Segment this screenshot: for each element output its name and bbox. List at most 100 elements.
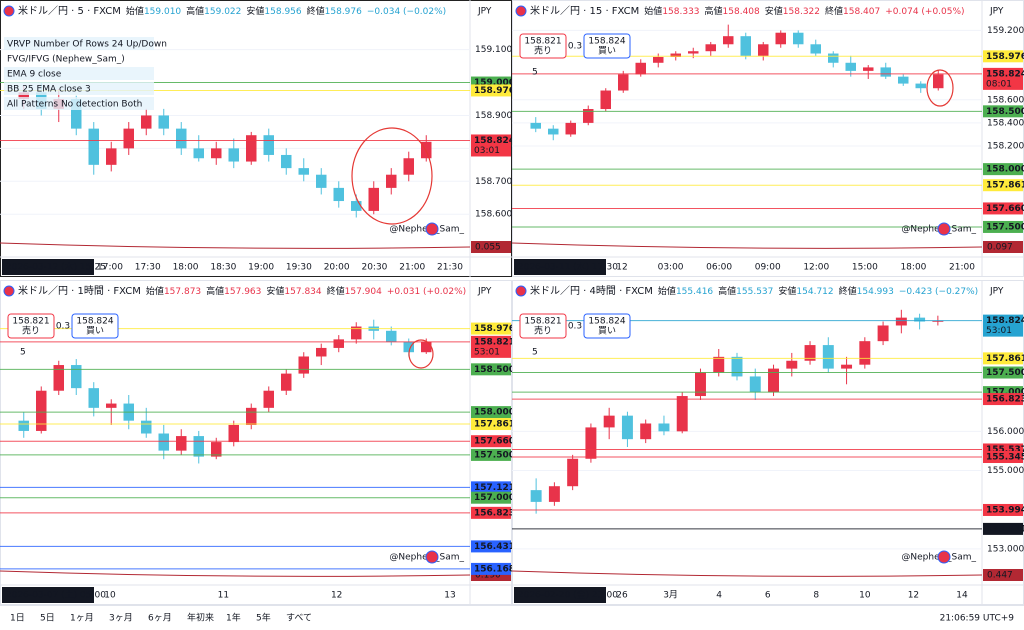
ohlc-key: 高値	[718, 285, 736, 297]
range-button[interactable]: 1ヶ月	[70, 613, 94, 624]
date-box	[514, 587, 606, 603]
candle-body	[158, 433, 169, 451]
candle-body	[583, 109, 594, 123]
level-tag	[983, 163, 1023, 176]
level-tag-label: 159.000	[474, 78, 515, 88]
candle-body	[618, 74, 629, 91]
time-label: 15:00	[852, 263, 878, 273]
level-tag-label: 158.824	[986, 316, 1024, 326]
level-tag-label: 158.821	[474, 337, 515, 347]
price-tick-label: 156.000	[987, 427, 1024, 437]
range-button[interactable]: 6ヶ月	[148, 613, 172, 624]
range-button[interactable]: すべて	[286, 613, 312, 624]
candle-body	[880, 67, 891, 77]
time-label: 12	[331, 591, 342, 601]
ohlc-key: 始値	[658, 285, 676, 297]
sell-button[interactable]	[519, 33, 567, 59]
time-label: 12	[908, 591, 919, 601]
sell-button[interactable]	[519, 313, 567, 339]
level-tag-label: 158.000	[986, 165, 1024, 175]
level-tag-label: 157.121	[474, 483, 515, 493]
range-button[interactable]: 3ヶ月	[109, 613, 133, 624]
level-tag-label: 157.500	[986, 222, 1024, 232]
time-label: 21:30	[437, 263, 463, 273]
level-tag-label: 157.861	[474, 420, 515, 430]
candle-body	[193, 148, 204, 159]
ohlc-value: 158.322	[783, 7, 820, 17]
legend-toggle[interactable]: 5	[532, 68, 538, 78]
ohlc-value: 157.873	[164, 287, 201, 297]
level-tag-label: 158.976	[474, 86, 515, 96]
level-tag-label: 158.976	[986, 52, 1024, 62]
candle-body	[723, 36, 734, 45]
candle-body	[565, 122, 576, 135]
candle-body	[211, 442, 222, 457]
ohlc-value: 155.537	[736, 287, 773, 297]
range-button[interactable]: 1年	[226, 612, 241, 624]
symbol: 米ドル／円 · 4時間 · FXCM	[530, 284, 653, 297]
candle-body	[141, 420, 152, 434]
legend-toggle[interactable]: 5	[532, 348, 538, 358]
candle-body	[123, 128, 134, 149]
range-button[interactable]: 5日	[40, 613, 55, 624]
level-tag	[983, 352, 1023, 365]
range-button[interactable]: 1日	[10, 613, 25, 624]
ohlc-value: 158.408	[723, 7, 760, 17]
level-tag	[471, 418, 511, 431]
currency-label: JPY	[989, 7, 1004, 17]
level-tag-label: 156.823	[474, 508, 515, 518]
candle-body	[863, 67, 874, 71]
time-label: 21:00	[399, 263, 425, 273]
sell-button[interactable]	[7, 313, 55, 339]
header: 米ドル／円 · 4時間 · FXCM 始値155.416 高値155.537 安値15…	[530, 284, 978, 297]
ohlc-value: 159.010	[144, 7, 181, 17]
level-tag	[983, 314, 1023, 337]
level-tag-label: 155.345	[986, 453, 1024, 463]
range-button[interactable]: 年初来	[187, 612, 214, 624]
time-label: 12:00	[803, 263, 829, 273]
buy-button[interactable]	[583, 313, 631, 339]
time-label: 19:00	[248, 263, 274, 273]
time-label: 10	[859, 591, 871, 601]
candle-body	[106, 148, 117, 165]
indicator-bg	[4, 37, 154, 50]
price-tick-label: 158.700	[475, 177, 512, 187]
header-bg	[514, 2, 980, 18]
sell-price: 158.821	[524, 317, 561, 327]
currency-label: JPY	[477, 287, 492, 297]
candle-body	[758, 44, 769, 56]
indicator-bg	[4, 52, 154, 65]
candle-body	[548, 486, 560, 502]
level-tag-label: 157.000	[474, 493, 515, 503]
range-button[interactable]: 5年	[256, 612, 271, 624]
candle-body	[749, 376, 761, 393]
level-tag	[471, 322, 511, 335]
ohlc-value: 158.956	[264, 7, 301, 17]
candle-body	[898, 76, 909, 84]
price-tick-label: 155.000	[987, 466, 1024, 476]
symbol: 米ドル／円 · 5 · FXCM	[18, 4, 121, 17]
spread: 0.3	[56, 322, 70, 332]
level-tag	[983, 179, 1023, 192]
price-tick-label: 158.200	[987, 142, 1024, 152]
ohlc-key: 始値	[146, 285, 164, 297]
legend-toggle[interactable]: 5	[20, 348, 26, 358]
candle-body	[895, 317, 907, 326]
candle-body	[676, 396, 688, 432]
buy-button[interactable]	[71, 313, 119, 339]
time-label: 6	[765, 591, 771, 601]
buy-button[interactable]	[583, 33, 631, 59]
oscillator-line	[511, 570, 983, 577]
ohlc-key: 高値	[206, 285, 224, 297]
ohlc-key: 終値	[839, 285, 857, 297]
level-tag-label: 157.660	[986, 204, 1024, 214]
level-tag	[983, 202, 1023, 215]
header-bg	[514, 282, 980, 298]
time-label: 18:00	[900, 263, 926, 273]
header: 米ドル／円 · 1時間 · FXCM 始値157.873 高値157.963 安値15…	[18, 284, 466, 297]
candle-body	[281, 154, 292, 169]
time-label: 26	[616, 591, 628, 601]
candle-body	[421, 341, 432, 353]
level-tag-label: 157.861	[986, 354, 1024, 364]
header-bg	[2, 2, 468, 18]
